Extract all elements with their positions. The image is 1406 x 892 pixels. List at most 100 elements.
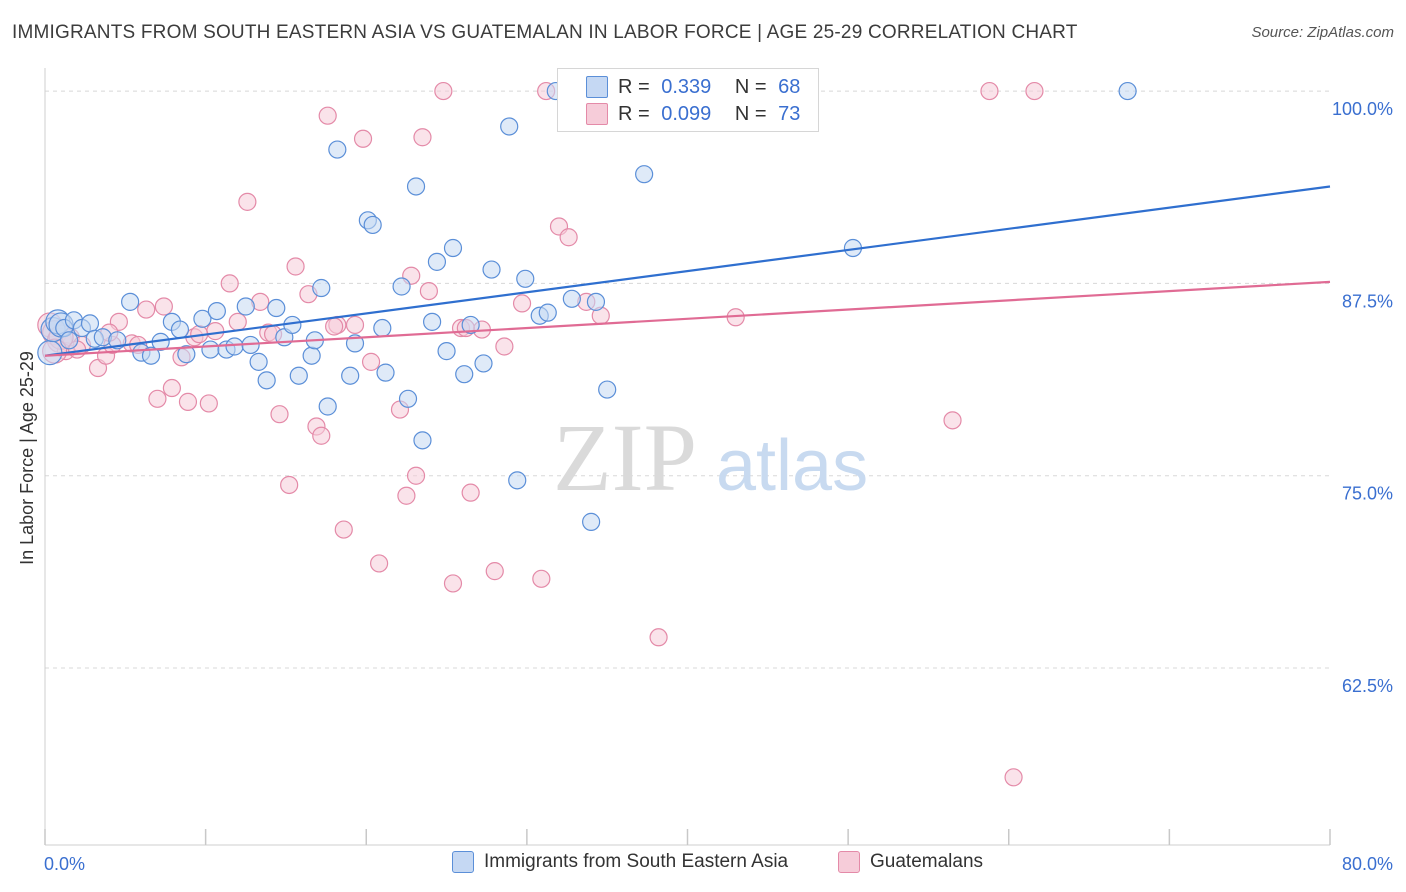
series-label-blue: Immigrants from South Eastern Asia <box>484 851 789 872</box>
guatemalan-point <box>228 312 247 331</box>
sea-point <box>59 331 79 350</box>
guatemalan-point <box>280 475 299 495</box>
series-label-pink: Guatemalans <box>870 851 984 872</box>
guatemalan-point <box>495 337 514 356</box>
guatemalan-point <box>178 392 198 411</box>
guatemalan-point <box>397 486 416 505</box>
legend-pink-n-value: 73 <box>778 102 801 125</box>
series-legend-pink: Guatemalans <box>838 851 983 873</box>
guatemalan-point <box>286 257 305 276</box>
guatemalan-point <box>512 294 532 313</box>
sea-point <box>376 363 395 382</box>
series-legend: Immigrants from South Eastern Asia Guate… <box>0 851 1406 879</box>
legend-blue-n-label: N = <box>734 75 767 98</box>
legend-blue-text: R = 0.339 N = 68 <box>618 76 800 99</box>
sea-point <box>443 238 463 258</box>
sea-point <box>516 269 535 288</box>
sea-point <box>482 260 501 279</box>
sea-point <box>193 309 212 328</box>
series-swatch-pink <box>838 851 860 873</box>
sea-point <box>201 340 220 359</box>
y-tick-label: 100.0% <box>1332 99 1393 119</box>
series-legend-blue: Immigrants from South Eastern Asia <box>452 851 788 873</box>
sea-point <box>341 366 360 385</box>
sea-point <box>474 354 493 373</box>
sea-point <box>257 371 276 390</box>
guatemalan-point <box>318 106 337 125</box>
guatemalan-point <box>649 628 668 647</box>
guatemalans-points <box>37 81 1044 787</box>
sea-point <box>302 346 321 365</box>
sea-point <box>177 345 196 364</box>
sea-point <box>363 215 382 235</box>
guatemalan-point <box>532 569 551 588</box>
sea-point <box>398 389 418 408</box>
guatemalan-point <box>443 574 463 593</box>
sea-point <box>80 314 100 333</box>
sea-point <box>37 340 63 366</box>
sea-point <box>328 140 347 159</box>
legend-swatch-blue <box>586 76 608 98</box>
sea-point <box>249 352 268 371</box>
legend-blue-r-label: R = <box>618 75 650 98</box>
guatemalan-point <box>154 297 173 316</box>
sea-point <box>289 366 308 385</box>
series-swatch-blue <box>452 851 474 873</box>
guatemalan-point <box>220 274 239 293</box>
guatemalan-point <box>980 81 999 101</box>
guatemalan-point <box>148 389 167 408</box>
guatemalan-point <box>943 411 962 430</box>
legend-swatch-pink <box>586 103 608 125</box>
watermark-zip: ZIP <box>553 404 697 511</box>
guatemalan-point <box>485 562 504 581</box>
legend-pink-r-label: R = <box>618 102 650 125</box>
guatemalan-point <box>370 554 389 573</box>
guatemalan-point <box>345 315 365 335</box>
legend-blue-n-value: 68 <box>778 75 801 98</box>
guatemalan-point <box>353 129 373 148</box>
sea-point <box>461 315 480 335</box>
guatemalan-point <box>413 128 432 147</box>
guatemalan-point <box>361 352 381 371</box>
sea-point <box>423 312 442 331</box>
legend-pink-text: R = 0.099 N = 73 <box>618 103 800 126</box>
y-tick-label: 87.5% <box>1342 291 1393 311</box>
watermark-atlas: atlas <box>716 426 868 506</box>
sea-point <box>267 298 286 318</box>
sea-point <box>562 289 581 308</box>
guatemalan-point <box>559 228 578 247</box>
sea-point <box>508 471 527 490</box>
sea-point <box>406 177 426 196</box>
guatemalan-point <box>434 81 453 101</box>
legend-blue-r-value: 0.339 <box>661 75 712 98</box>
sea-point <box>312 278 331 298</box>
guatemalan-point <box>325 317 344 336</box>
legend-pink-n-label: N = <box>734 102 767 125</box>
x-tick-label: 80.0% <box>1342 854 1393 874</box>
y-tick-label: 75.0% <box>1342 484 1393 504</box>
grid-lines <box>45 90 1330 669</box>
sea-point <box>427 252 447 271</box>
sea-point <box>170 320 190 339</box>
sea-point <box>392 277 411 296</box>
trend-line-blue <box>44 185 1331 357</box>
y-axis-label: In Labor Force | Age 25-29 <box>17 351 37 565</box>
guatemalan-point <box>199 394 218 413</box>
trend-line-pink <box>44 280 1331 357</box>
y-tick-label: 62.5% <box>1342 676 1393 696</box>
guatemalan-point <box>1004 768 1023 787</box>
sea-point <box>455 365 474 384</box>
tick-labels: 62.5% 75.0% 87.5% 100.0% 0.0% 80.0% <box>44 99 1393 874</box>
guatemalan-point <box>162 378 181 398</box>
guatemalan-point <box>137 300 156 319</box>
sea-point <box>586 292 606 311</box>
trend-lines <box>44 185 1331 357</box>
sea-point <box>121 292 140 311</box>
chart-title: IMMIGRANTS FROM SOUTH EASTERN ASIA VS GU… <box>12 22 1078 43</box>
watermark: ZIP atlas <box>553 404 868 511</box>
guatemalan-point <box>206 322 225 341</box>
legend-pink-r-value: 0.099 <box>661 102 712 125</box>
correlation-legend: R = 0.339 N = 68 R = 0.099 N = 73 <box>557 68 819 132</box>
guatemalan-point <box>1025 81 1044 101</box>
